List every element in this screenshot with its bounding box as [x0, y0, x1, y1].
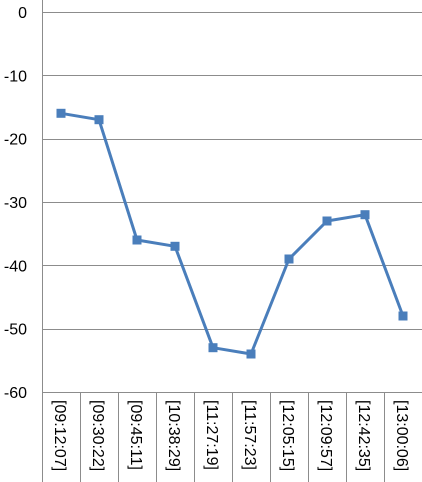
data-point-marker: [208, 343, 218, 353]
x-tick-label: [10:38:29]: [165, 400, 182, 471]
x-tick-label: [12:05:15]: [279, 400, 296, 471]
series-line: [59, 111, 405, 356]
y-tick-label: -10: [4, 68, 27, 85]
x-tick-label: [09:12:07]: [51, 400, 68, 471]
y-tick-label: -30: [4, 195, 27, 212]
axis-layer: [42, 0, 385, 482]
x-tick-label: [12:09:57]: [317, 400, 334, 471]
y-tick-label: -50: [4, 322, 27, 339]
x-tick-label: [13:00:06]: [393, 400, 410, 471]
data-point-marker: [322, 216, 332, 226]
x-tick-label: [11:27:19]: [203, 400, 220, 470]
y-tick-label: 0: [18, 5, 27, 22]
x-tick-label: [09:45:11]: [127, 400, 144, 470]
data-point-marker: [94, 115, 104, 125]
data-point-marker: [132, 235, 142, 245]
y-tick-label: -20: [4, 132, 27, 149]
x-axis-tick-labels: [09:12:07] [09:30:22] [09:45:11] [10:38:29]…: [51, 400, 410, 471]
y-tick-label: -60: [4, 385, 27, 402]
y-axis-tick-labels: 0 -10 -20 -30 -40 -50 -60: [4, 5, 27, 402]
series-layer: [56, 108, 408, 359]
y-tick-label: -40: [4, 258, 27, 275]
grid-layer: [42, 12, 422, 393]
x-tick-label: [12:42:35]: [355, 400, 372, 471]
data-point-marker: [360, 210, 370, 220]
data-point-marker: [398, 311, 408, 321]
data-point-marker: [284, 254, 294, 264]
x-tick-label: [09:30:22]: [89, 400, 106, 471]
data-point-marker: [170, 241, 180, 251]
data-point-marker: [246, 349, 256, 359]
x-tick-label: [11:57:23]: [241, 400, 258, 470]
data-point-marker: [56, 108, 66, 118]
